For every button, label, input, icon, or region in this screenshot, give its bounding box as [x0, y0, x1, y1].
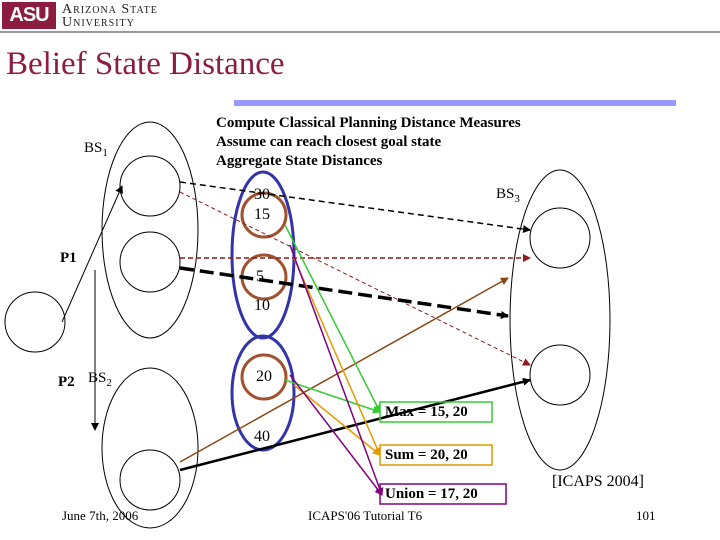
max-arrow-a — [284, 224, 381, 413]
dist-arrow-30 — [179, 181, 531, 234]
dist-arrow-15 — [179, 191, 531, 366]
bs2-label: BS2 — [88, 370, 112, 389]
header-divider — [0, 31, 720, 33]
bullet-aggregate: Aggregate State Distances — [216, 153, 383, 169]
min-circle-20 — [240, 353, 288, 401]
bs2-ellipse — [101, 367, 199, 529]
bs2-state — [119, 449, 181, 511]
university-name-line2: University — [62, 15, 135, 30]
bs3-state-1 — [529, 207, 591, 269]
footer-date: June 7th, 2006 — [62, 508, 139, 523]
union-box — [379, 483, 507, 505]
bs1-state-2 — [119, 231, 181, 293]
p1-arrow — [61, 185, 123, 323]
bs3-label: BS3 — [496, 186, 520, 205]
bs3-state-2 — [529, 344, 591, 406]
asu-logo-bar: ASU Arizona State University — [0, 0, 720, 34]
page-number: 101 — [636, 508, 656, 523]
sum-result: Sum = 20, 20 — [385, 447, 468, 463]
dist-arrow-20 — [179, 377, 531, 472]
bs1-ellipse — [101, 121, 199, 339]
p2-label: P2 — [58, 374, 75, 390]
sum-arrow-a — [293, 257, 381, 456]
university-name-line1: Arizona State — [62, 2, 158, 17]
distance-40: 40 — [254, 428, 270, 445]
bullet-assume: Assume can reach closest goal state — [216, 134, 442, 150]
bs1-label: BS1 — [84, 140, 108, 159]
title-underline — [234, 100, 676, 106]
citation: [ICAPS 2004] — [552, 473, 645, 490]
bullet-compute: Compute Classical Planning Distance Meas… — [216, 115, 521, 131]
p1-label: P1 — [60, 250, 77, 266]
union-arrow-b — [289, 374, 383, 496]
asu-logo-mark: ASU — [2, 2, 56, 29]
sum-arrow-b — [293, 384, 381, 456]
distance-15: 15 — [254, 206, 270, 223]
bs1-state-1 — [119, 155, 181, 217]
slide-title: Belief State Distance — [6, 46, 285, 82]
sum-box — [379, 444, 493, 466]
bs2-distances-circle — [230, 334, 296, 452]
distance-20: 20 — [256, 368, 272, 385]
max-arrow-b — [284, 379, 381, 414]
distance-5: 5 — [256, 268, 264, 285]
initial-state — [4, 291, 66, 353]
distance-10: 10 — [254, 297, 270, 314]
bs3-ellipse — [509, 169, 611, 471]
max-result: Max = 15, 20 — [385, 404, 468, 420]
dist-arrow-10 — [179, 266, 509, 319]
max-box — [379, 401, 493, 423]
union-arrow-a — [289, 244, 384, 496]
union-result: Union = 17, 20 — [385, 486, 478, 502]
dist-arrow-40 — [179, 277, 509, 463]
distance-30: 30 — [254, 186, 270, 203]
footer-event: ICAPS'06 Tutorial T6 — [308, 508, 423, 523]
